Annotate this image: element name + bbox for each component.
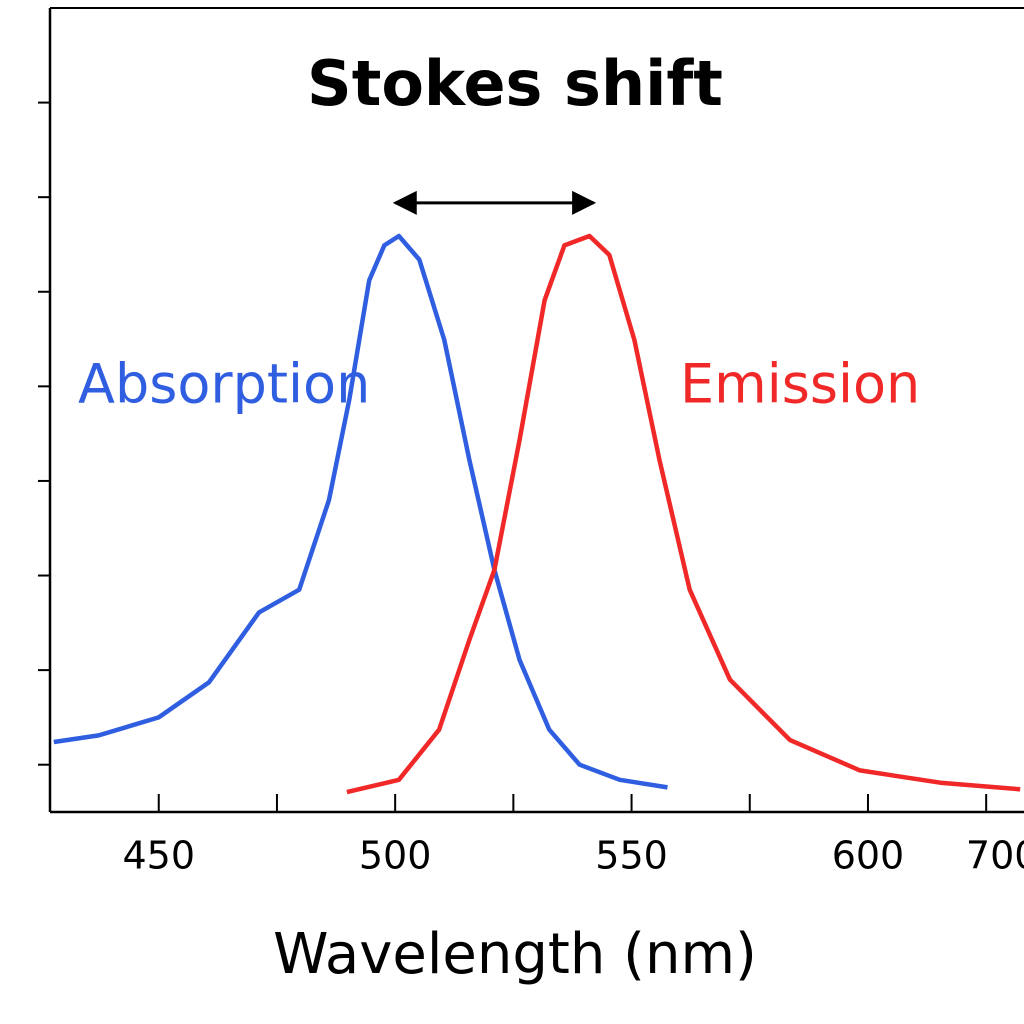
x-tick-label: 700	[966, 834, 1024, 878]
chart-title: Stokes shift	[307, 47, 723, 120]
x-tick-label: 600	[832, 834, 905, 878]
x-axis-title: Wavelength (nm)	[273, 922, 757, 987]
series-label: Absorption	[78, 353, 370, 416]
series-label: Emission	[680, 353, 920, 416]
series-line	[346, 233, 1021, 795]
x-tick-label: 500	[359, 834, 432, 878]
x-tick-label: 550	[595, 834, 668, 878]
series-line	[53, 233, 668, 790]
x-tick-label: 450	[122, 834, 195, 878]
